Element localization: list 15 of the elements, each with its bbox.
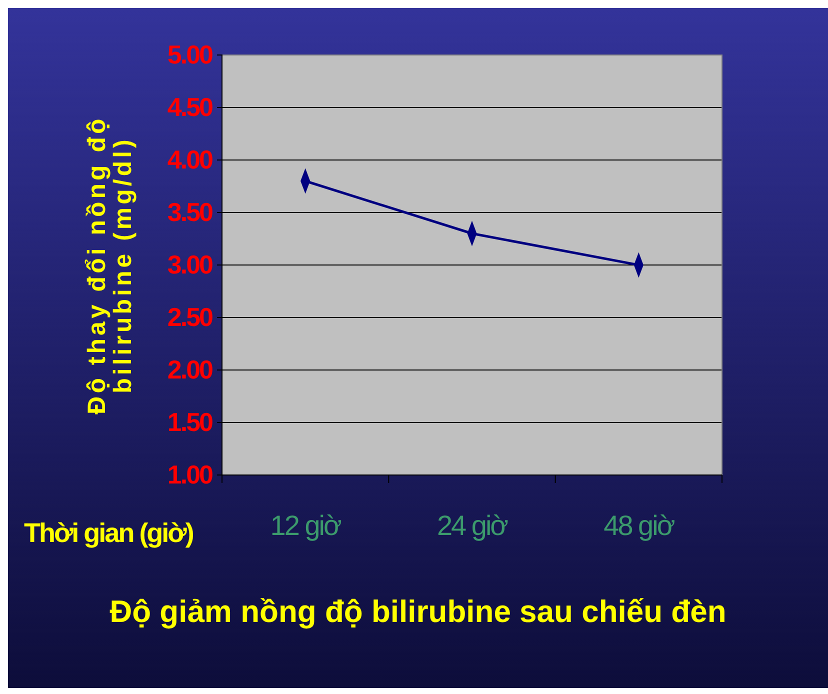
x-tick-label: 48 giờ <box>604 510 675 541</box>
y-tick-label: 4.50 <box>167 92 214 122</box>
x-axis-title: Thời gian (giờ) <box>24 518 194 548</box>
y-tick-label: 3.00 <box>167 249 214 280</box>
y-tick-label: 1.00 <box>167 459 214 490</box>
text: Độ giảm nồng độ bilirubine sau chiếu đèn <box>110 594 726 629</box>
y-tick-label: 4.00 <box>167 144 214 174</box>
y-tick-label: 3.50 <box>167 196 214 227</box>
y-tick-label: 1.50 <box>167 406 214 437</box>
x-tick-label: 12 giờ <box>270 510 342 541</box>
y-tick-label: 2.50 <box>167 302 214 332</box>
x-tick-label: 24 giờ <box>436 510 508 541</box>
y-tick-label: 5.00 <box>167 39 214 70</box>
y-tick-label: 2.00 <box>167 354 214 384</box>
y-axis-title: Độ thay đổi nồng độ bilirubine (mg/dl) <box>83 116 137 414</box>
